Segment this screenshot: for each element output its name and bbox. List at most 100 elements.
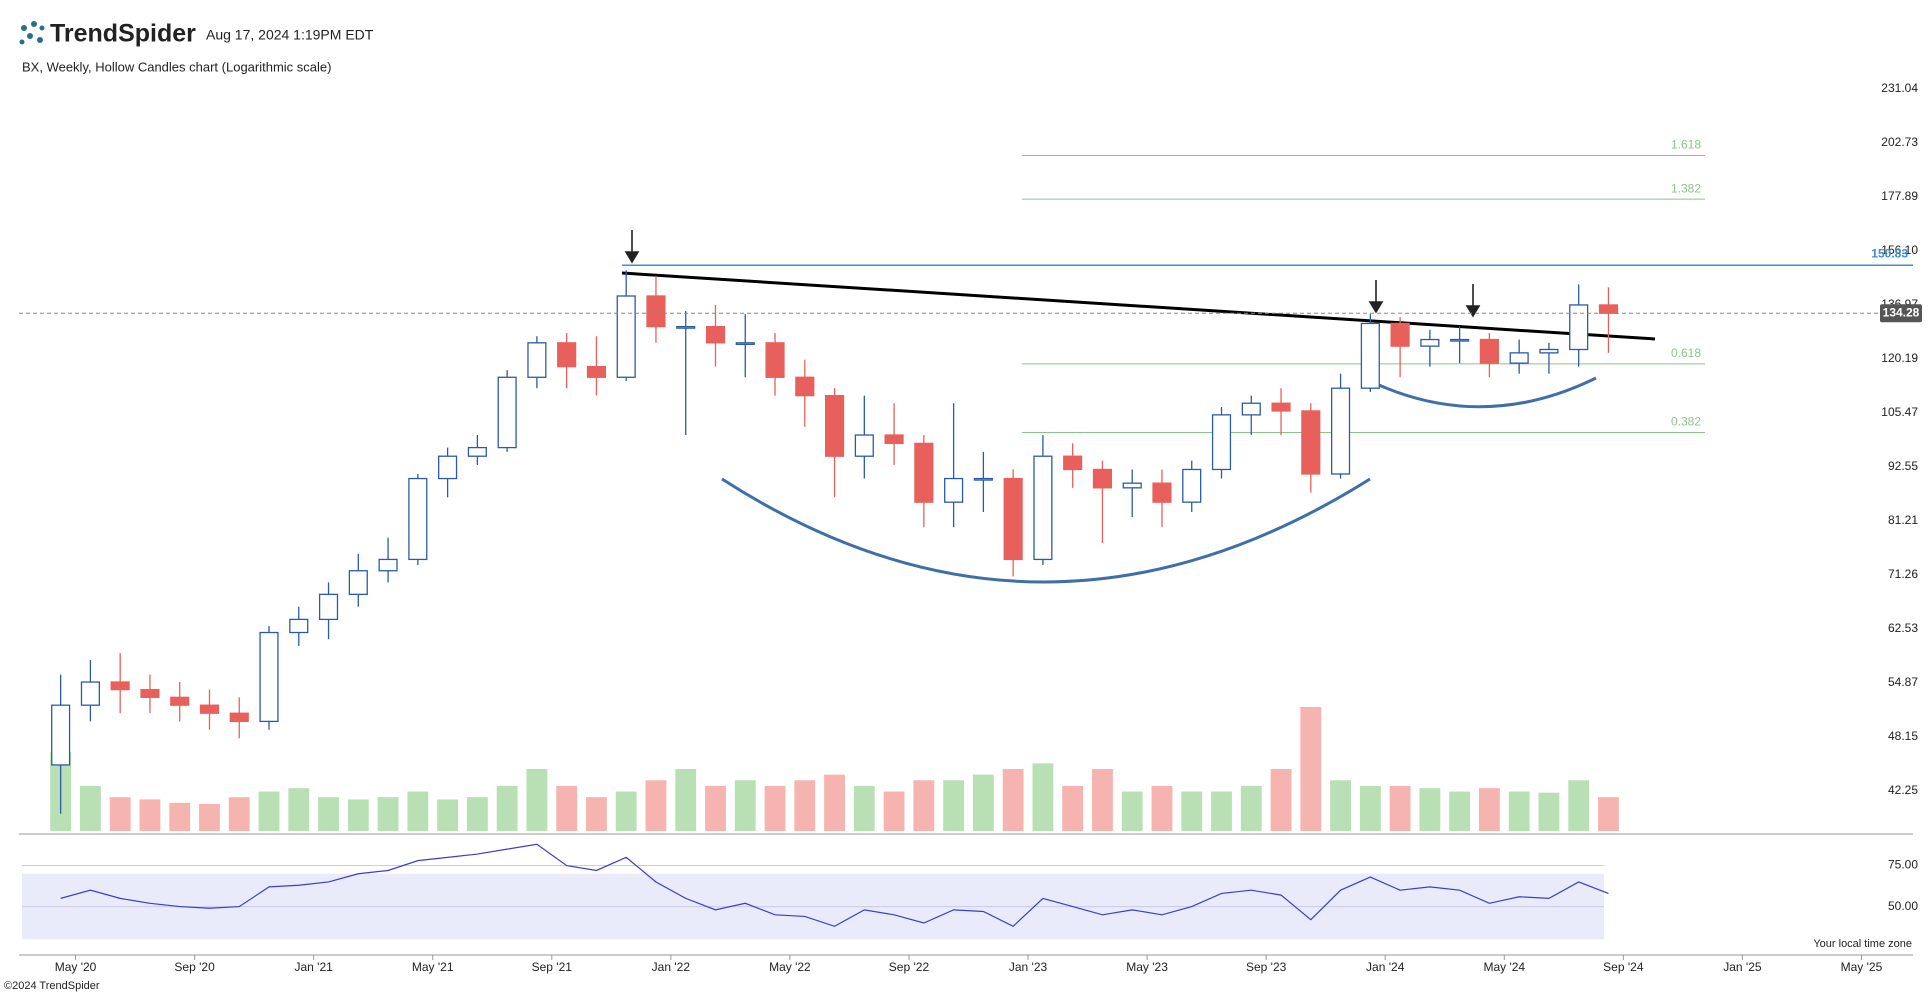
candle-body (170, 696, 190, 706)
volume-bar (199, 803, 220, 831)
x-tick-label: Sep '24 (1603, 960, 1644, 974)
candle-body (80, 681, 100, 706)
fib-label: 0.618 (1671, 346, 1701, 360)
x-tick-label: Jan '25 (1723, 960, 1762, 974)
x-tick-label: Sep '22 (889, 960, 930, 974)
volume-bar (645, 780, 667, 831)
candle-body (705, 325, 726, 344)
candle-body (259, 631, 279, 723)
fib-label: 1.382 (1671, 181, 1701, 195)
candle-body (1033, 455, 1053, 561)
brand: TrendSpider (50, 20, 196, 48)
x-tick-label: May '21 (412, 960, 454, 974)
candle-body (1330, 387, 1351, 475)
volume-bar (1092, 769, 1113, 831)
candle-body (586, 365, 607, 378)
volume-bar (1419, 788, 1441, 831)
volume-bar (377, 797, 399, 831)
y-tick-label: 202.73 (1881, 135, 1918, 149)
candle-body (1152, 482, 1172, 503)
volume-bar (79, 785, 101, 831)
arrows (624, 230, 1481, 318)
volume-bar (1598, 797, 1619, 831)
x-tick-label: Sep '21 (532, 960, 573, 974)
candle-body (1122, 482, 1142, 489)
candle-body (438, 455, 458, 480)
candle-body (824, 394, 845, 457)
volume-bar (972, 774, 994, 831)
candle-body (1003, 477, 1023, 561)
candle-body (1182, 468, 1202, 503)
candle-body (914, 442, 934, 503)
volume-bar (347, 799, 369, 831)
candle-body (408, 477, 428, 561)
volume-bar (169, 802, 191, 831)
volume-bar (466, 797, 488, 831)
volume-bar (1359, 785, 1381, 831)
y-tick-label: 81.21 (1888, 513, 1918, 527)
volume-bar (437, 799, 459, 831)
y-tick-label: 48.15 (1888, 729, 1918, 743)
volume-bar (1032, 763, 1054, 831)
candle-body (765, 342, 785, 378)
candle-body (1241, 402, 1261, 416)
candle-body (110, 681, 130, 691)
volume-bar (526, 769, 548, 831)
volume-bar (318, 797, 339, 831)
candle-body (51, 704, 71, 766)
last-price-label: 134.28 (1883, 305, 1920, 319)
fib-label: 1.618 (1671, 138, 1701, 152)
x-tick-label: Jan '24 (1366, 960, 1405, 974)
candle-body (1479, 338, 1499, 364)
volume-bar (556, 785, 578, 831)
candle-body (854, 434, 874, 457)
candle-body (289, 618, 309, 634)
candle-body (1539, 348, 1559, 354)
candle-body (1509, 352, 1529, 364)
y-tick-label: 231.04 (1881, 81, 1918, 95)
candle-body (973, 477, 993, 481)
x-tick-label: Jan '23 (1009, 960, 1048, 974)
candle-body (1390, 322, 1410, 347)
copyright: ©2024 TrendSpider (4, 980, 100, 992)
y-tick-label: 71.26 (1888, 567, 1918, 581)
volume-bar (794, 780, 816, 831)
volume-bar (675, 769, 697, 831)
volume-bar (615, 791, 637, 831)
candle-body (1301, 410, 1321, 475)
candle-body (884, 434, 904, 445)
volume-bar (586, 797, 607, 831)
x-tick-label: May '25 (1841, 960, 1883, 974)
candle-body (1271, 402, 1291, 412)
resistance-label: 150.83 (1871, 246, 1908, 260)
last-price-box (1880, 304, 1922, 323)
y-tick-label: 62.53 (1888, 621, 1918, 635)
fib-label: 0.382 (1671, 415, 1701, 429)
x-tick-label: May '22 (769, 960, 811, 974)
volume-bar (1211, 791, 1232, 831)
candle-body (527, 342, 547, 378)
y-tick-label: 42.25 (1888, 783, 1918, 797)
volume-bar (1270, 769, 1292, 831)
x-tick-label: May '24 (1483, 960, 1525, 974)
candle-body (1420, 338, 1440, 347)
volume-bar (228, 797, 250, 831)
cup-arc (721, 477, 1371, 584)
candle-body (1450, 338, 1470, 342)
volume-bar (913, 780, 935, 831)
rsi-tick-label: 50.00 (1888, 899, 1918, 913)
logo (19, 21, 45, 45)
x-tick-label: Sep '20 (174, 960, 215, 974)
candle-body (616, 295, 636, 378)
volume-bar (1240, 785, 1262, 831)
candle-body (378, 558, 398, 572)
candle-body (1211, 414, 1232, 471)
volume-bar (1181, 791, 1203, 831)
candle-body (1598, 304, 1619, 314)
volume-bar (1389, 785, 1411, 831)
y-tick-label: 177.89 (1881, 189, 1918, 203)
candle-body (497, 376, 517, 449)
x-tick-label: May '23 (1126, 960, 1168, 974)
